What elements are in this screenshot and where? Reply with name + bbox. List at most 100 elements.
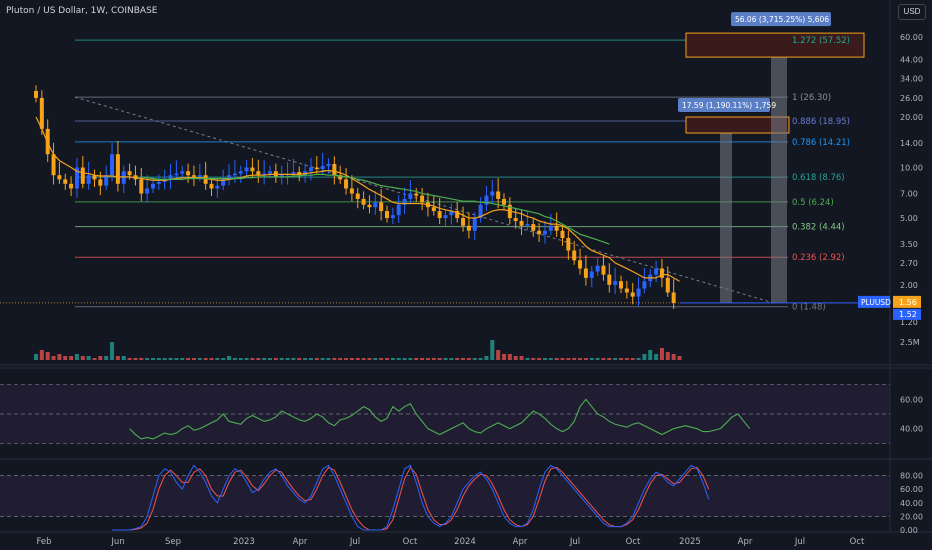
last-price-value: 1.56: [899, 298, 917, 307]
volume-bar: [51, 356, 56, 360]
volume-bar: [332, 358, 337, 360]
volume-bar: [104, 356, 109, 360]
volume-bar: [554, 358, 559, 360]
candle-body: [227, 175, 232, 180]
stoch-tick-label: 60.00: [900, 485, 923, 494]
volume-bar: [589, 358, 594, 360]
price-tick-label: 5.00: [900, 214, 918, 223]
volume-bar: [595, 358, 600, 360]
volume-bar: [80, 356, 85, 360]
candle-body: [197, 175, 202, 177]
candle-body: [232, 173, 237, 176]
candle-body: [174, 173, 179, 176]
candle-body: [191, 175, 196, 177]
volume-bar: [408, 358, 413, 360]
volume-bar: [490, 340, 495, 360]
volume-bar: [396, 358, 401, 360]
stoch-tick-label: 0.00: [900, 526, 918, 535]
last-price-badge: [893, 295, 921, 308]
stoch-tick-label: 80.00: [900, 472, 923, 481]
candle-body: [496, 191, 501, 199]
candle-body: [595, 265, 600, 272]
volume-bar: [174, 358, 179, 360]
volume-bar: [180, 358, 185, 360]
candle-body: [659, 268, 664, 278]
candle-body: [80, 167, 85, 184]
candle-body: [215, 185, 220, 189]
rsi-tick-label: 40.00: [900, 425, 923, 434]
candle-body: [385, 211, 389, 219]
candle-body: [396, 204, 401, 216]
currency-button[interactable]: USD: [898, 4, 926, 20]
candle-body: [256, 171, 261, 176]
candle-body: [531, 224, 536, 231]
candle-body: [104, 175, 109, 186]
volume-bar: [262, 358, 267, 360]
price-tick-label: 60.00: [900, 33, 923, 42]
x-tick-label: 2024: [454, 537, 476, 547]
fib-level-label: 0.886 (18.95): [792, 117, 850, 127]
rsi-line: [129, 398, 751, 440]
prev-price-badge: [893, 308, 921, 320]
volume-bar: [437, 358, 442, 360]
candle-body: [268, 171, 272, 174]
candle-body: [186, 171, 191, 176]
volume-bar: [385, 358, 389, 360]
target-label: 17.59 (1,190.11%) 1,759: [682, 101, 776, 110]
volume-bar: [542, 358, 547, 360]
volume-bar: [308, 358, 313, 360]
volume-bar: [531, 358, 536, 360]
volume-bar: [537, 358, 542, 360]
volume-bar: [613, 358, 618, 360]
volume-bar: [279, 358, 284, 360]
target-bar: [771, 40, 787, 303]
volume-bar: [291, 358, 296, 360]
volume-bar: [654, 354, 659, 360]
volume-bar: [607, 358, 612, 360]
candle-body: [63, 179, 68, 184]
volume-bar: [250, 358, 255, 360]
target-bar: [720, 120, 732, 303]
volume-bar: [110, 342, 115, 360]
target-label-bg: [731, 12, 831, 27]
x-tick-label: Apr: [513, 537, 528, 547]
candle-body: [466, 225, 471, 231]
volume-bar: [566, 358, 571, 360]
volume-bar: [151, 358, 155, 360]
volume-bar: [572, 358, 577, 360]
volume-bar: [145, 358, 150, 360]
volume-bar: [227, 356, 232, 360]
candle-body: [74, 167, 79, 189]
ema-fast-line: [35, 116, 680, 282]
volume-bar: [86, 356, 91, 360]
candle-body: [51, 154, 56, 176]
volume-bar: [268, 358, 272, 360]
candle-body: [654, 268, 659, 275]
candle-body: [379, 202, 384, 212]
price-tick-label: 2.70: [900, 259, 918, 268]
candle-body: [250, 167, 255, 172]
target-label: 56.06 (3,715.25%) 5,606: [735, 15, 829, 24]
candle-body: [168, 175, 173, 180]
price-tick-label: 34.00: [900, 74, 923, 83]
candle-body: [98, 179, 103, 186]
volume-bar: [414, 358, 419, 360]
x-tick-label: Jul: [349, 537, 360, 547]
volume-bar: [425, 358, 430, 360]
fib-level-label: 1 (26.30): [792, 93, 831, 103]
candle-body: [548, 225, 553, 231]
volume-bar: [74, 354, 79, 360]
volume-bar: [203, 358, 208, 360]
volume-bar: [63, 356, 68, 360]
candle-body: [390, 215, 395, 219]
volume-bar: [156, 358, 161, 360]
volume-bar: [601, 358, 606, 360]
volume-bar: [619, 358, 623, 360]
volume-bar: [39, 350, 44, 360]
volume-bar: [361, 358, 366, 360]
candle-body: [262, 173, 267, 176]
volume-bar: [232, 358, 237, 360]
volume-bar: [57, 354, 62, 360]
target-zone: [685, 32, 865, 58]
volume-bar: [677, 356, 682, 360]
